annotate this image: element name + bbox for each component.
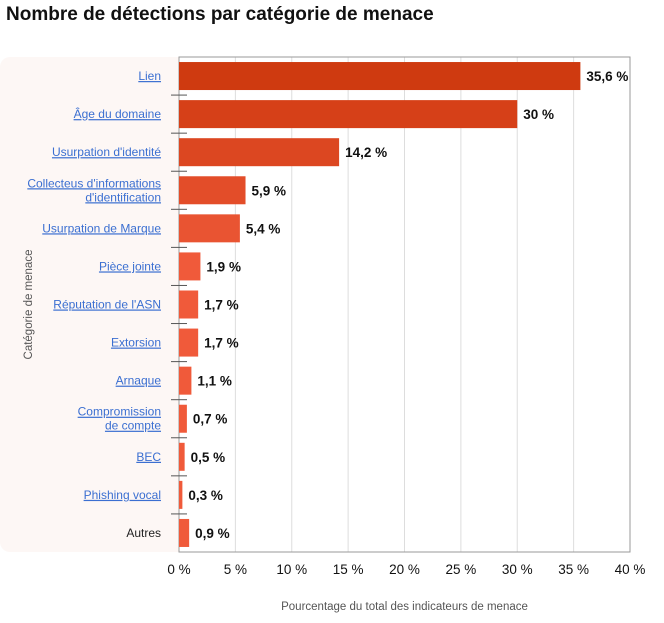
bar	[179, 62, 581, 91]
data-label: 0,9 %	[195, 526, 230, 541]
category-panel	[0, 57, 179, 552]
bar	[179, 138, 340, 167]
bar	[179, 100, 518, 129]
category-link[interactable]: Usurpation d'identité	[52, 145, 161, 159]
data-label: 30 %	[523, 107, 554, 122]
x-axis-label: Pourcentage du total des indicateurs de …	[281, 601, 528, 613]
y-axis-label: Catégorie de menace	[23, 250, 35, 360]
category-link[interactable]: Phishing vocal	[84, 488, 161, 502]
data-label: 0,7 %	[193, 412, 228, 427]
x-tick-label: 40 %	[615, 562, 646, 577]
category-link[interactable]: Pièce jointe	[99, 259, 161, 273]
data-label: 1,1 %	[197, 374, 232, 389]
category-link[interactable]: Compromission	[78, 405, 161, 419]
bar	[179, 366, 192, 395]
category-link[interactable]: Extorsion	[111, 336, 161, 350]
bar	[179, 480, 183, 509]
category-link[interactable]: Lien	[138, 69, 161, 83]
category-link[interactable]: Réputation de l'ASN	[53, 298, 161, 312]
category-link[interactable]: Usurpation de Marque	[42, 221, 161, 235]
bar	[179, 328, 199, 357]
category-link[interactable]: Âge du domaine	[74, 106, 162, 121]
bar	[179, 442, 185, 471]
bar	[179, 214, 240, 243]
data-label: 1,9 %	[206, 259, 241, 274]
data-label: 0,5 %	[191, 450, 226, 465]
category-link[interactable]: Collecteus d'informations	[27, 176, 161, 190]
x-tick-label: 0 %	[167, 562, 190, 577]
data-label: 35,6 %	[586, 69, 628, 84]
data-label: 1,7 %	[204, 336, 239, 351]
data-label: 1,7 %	[204, 298, 239, 313]
data-label: 5,4 %	[246, 221, 281, 236]
data-label: 0,3 %	[188, 488, 223, 503]
bar	[179, 252, 201, 281]
x-tick-label: 15 %	[333, 562, 364, 577]
x-tick-label: 20 %	[389, 562, 420, 577]
category-link[interactable]: Arnaque	[116, 374, 162, 388]
x-tick-label: 10 %	[276, 562, 307, 577]
bar	[179, 290, 199, 319]
bar	[179, 176, 246, 205]
category-link[interactable]: d'identification	[85, 190, 161, 204]
bar	[179, 518, 190, 547]
category-link[interactable]: BEC	[136, 450, 161, 464]
data-label: 5,9 %	[252, 183, 287, 198]
bar	[179, 404, 187, 433]
x-tick-label: 30 %	[502, 562, 533, 577]
x-tick-label: 25 %	[445, 562, 476, 577]
x-tick-label: 35 %	[558, 562, 589, 577]
chart-title: Nombre de détections par catégorie de me…	[6, 4, 434, 25]
data-label: 14,2 %	[345, 145, 387, 160]
x-tick-label: 5 %	[224, 562, 247, 577]
category-label: Autres	[126, 526, 161, 540]
category-link[interactable]: de compte	[105, 419, 161, 433]
